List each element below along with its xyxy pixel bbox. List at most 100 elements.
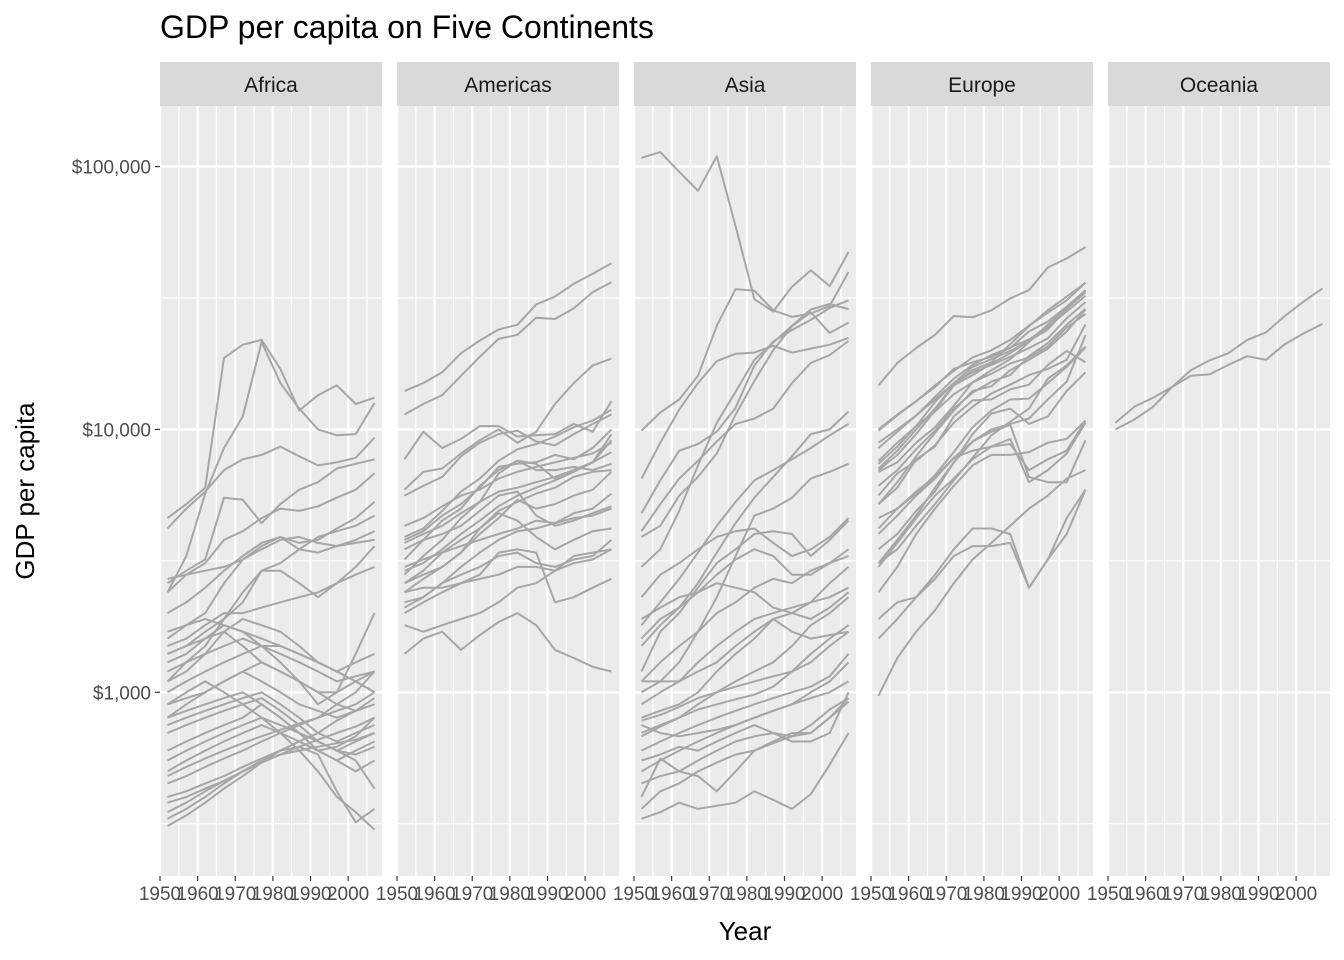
series-line-asia-1	[641, 151, 850, 313]
x-tick-label: 1950	[613, 884, 655, 905]
series-line-americas-22	[404, 451, 612, 544]
series-line-africa-20	[167, 697, 375, 752]
series-line-asia-27	[641, 732, 850, 820]
series-line-asia-28	[640, 697, 850, 810]
series-line-europe-25	[878, 289, 1087, 473]
facet-strip	[871, 62, 1093, 106]
series-line-americas-10	[403, 469, 612, 585]
series-line-asia-2	[640, 271, 850, 432]
x-tick-label: 1970	[688, 884, 730, 905]
x-tick-label: 1990	[526, 884, 568, 905]
x-tick-label: 1960	[1124, 884, 1166, 905]
series-line-americas-20	[403, 612, 612, 673]
series-line-africa-5	[166, 472, 376, 594]
series-line-europe-13	[877, 334, 1087, 551]
series-line-europe-5	[877, 282, 1087, 470]
x-axis-title: Year	[719, 916, 772, 946]
series-line-africa-28	[167, 732, 375, 813]
series-line-europe-19	[877, 489, 1087, 620]
facet-strip-label: Africa	[244, 74, 298, 97]
series-line-africa-24	[167, 691, 376, 777]
series-line-asia-13	[640, 548, 850, 640]
series-line-asia-5	[640, 303, 849, 568]
x-tick-label: 1980	[726, 884, 768, 905]
series-line-americas-17	[404, 548, 612, 594]
series-line-asia-9	[640, 423, 850, 626]
series-line-asia-15	[640, 555, 849, 683]
facet-strip-label: Europe	[948, 74, 1016, 97]
series-line-africa-30	[167, 745, 376, 827]
series-line-europe-20	[877, 489, 1087, 640]
x-tick-label: 1970	[451, 884, 493, 905]
series-line-africa-19	[167, 691, 375, 743]
series-line-africa-3	[166, 437, 376, 530]
series-line-americas-23	[404, 433, 613, 572]
series-line-africa-12	[167, 612, 376, 706]
series-line-oceania-1	[1115, 287, 1324, 431]
series-line-europe-12	[877, 371, 1087, 564]
series-line-americas-3	[403, 357, 612, 491]
x-tick-label: 1950	[139, 884, 181, 905]
series-line-americas-19	[404, 548, 612, 633]
x-tick-label: 1970	[925, 884, 967, 905]
series-line-europe-22	[877, 345, 1087, 564]
facet-strip	[160, 62, 382, 106]
series-line-africa-10	[166, 545, 376, 683]
series-line-europe-10	[877, 308, 1087, 505]
series-line-europe-7	[877, 291, 1087, 449]
y-axis-title: GDP per capita	[10, 402, 40, 580]
series-line-africa-31	[166, 680, 376, 831]
series-line-africa-6	[166, 501, 376, 640]
series-line-asia-26	[641, 701, 850, 785]
x-tick-label: 2000	[1038, 884, 1080, 905]
series-line-africa-2	[166, 341, 376, 593]
series-line-americas-6	[404, 408, 613, 538]
series-line-europe-21	[877, 469, 1086, 697]
x-tick-label: 1950	[376, 884, 418, 905]
series-line-americas-2	[404, 281, 612, 416]
series-line-asia-11	[640, 517, 850, 598]
series-line-europe-16	[877, 423, 1087, 535]
series-line-asia-10	[640, 462, 849, 694]
facet-strip	[634, 62, 856, 106]
series-line-africa-18	[166, 670, 375, 719]
x-tick-label: 1960	[887, 884, 929, 905]
series-line-americas-5	[404, 413, 612, 497]
series-line-americas-9	[403, 459, 612, 576]
series-line-africa-33	[167, 691, 376, 790]
series-line-africa-13	[167, 618, 375, 683]
series-line-europe-24	[877, 313, 1087, 462]
series-line-africa-25	[167, 670, 376, 785]
facet-strip-label: Americas	[464, 74, 552, 97]
chart-title: GDP per capita on Five Continents	[160, 9, 654, 45]
series-line-asia-23	[640, 680, 850, 773]
series-line-asia-16	[640, 586, 849, 706]
facet-panels: Africa195019601970198019902000Americas19…	[139, 62, 1330, 905]
x-tick-label: 2000	[801, 884, 843, 905]
x-tick-label: 1990	[289, 884, 331, 905]
facet-strip	[1108, 62, 1330, 106]
x-tick-label: 1960	[413, 884, 455, 905]
series-line-europe-23	[877, 323, 1087, 497]
series-line-europe-9	[877, 307, 1087, 487]
series-line-americas-14	[404, 490, 612, 551]
x-tick-label: 1950	[1087, 884, 1129, 905]
x-tick-label: 1990	[1000, 884, 1042, 905]
series-line-europe-1	[877, 246, 1087, 387]
y-tick-label: $1,000	[93, 683, 151, 704]
x-tick-label: 1960	[650, 884, 692, 905]
series-line-africa-14	[167, 637, 375, 683]
x-tick-label: 1980	[252, 884, 294, 905]
series-line-americas-13	[404, 507, 612, 568]
series-line-americas-21	[404, 441, 612, 527]
series-line-asia-6	[640, 311, 849, 538]
x-tick-label: 1970	[1162, 884, 1204, 905]
facet-strip-label: Oceania	[1180, 74, 1259, 97]
series-line-americas-1	[404, 262, 612, 393]
x-tick-label: 2000	[327, 884, 369, 905]
y-tick-label: $100,000	[72, 158, 151, 179]
series-line-americas-18	[404, 548, 612, 614]
